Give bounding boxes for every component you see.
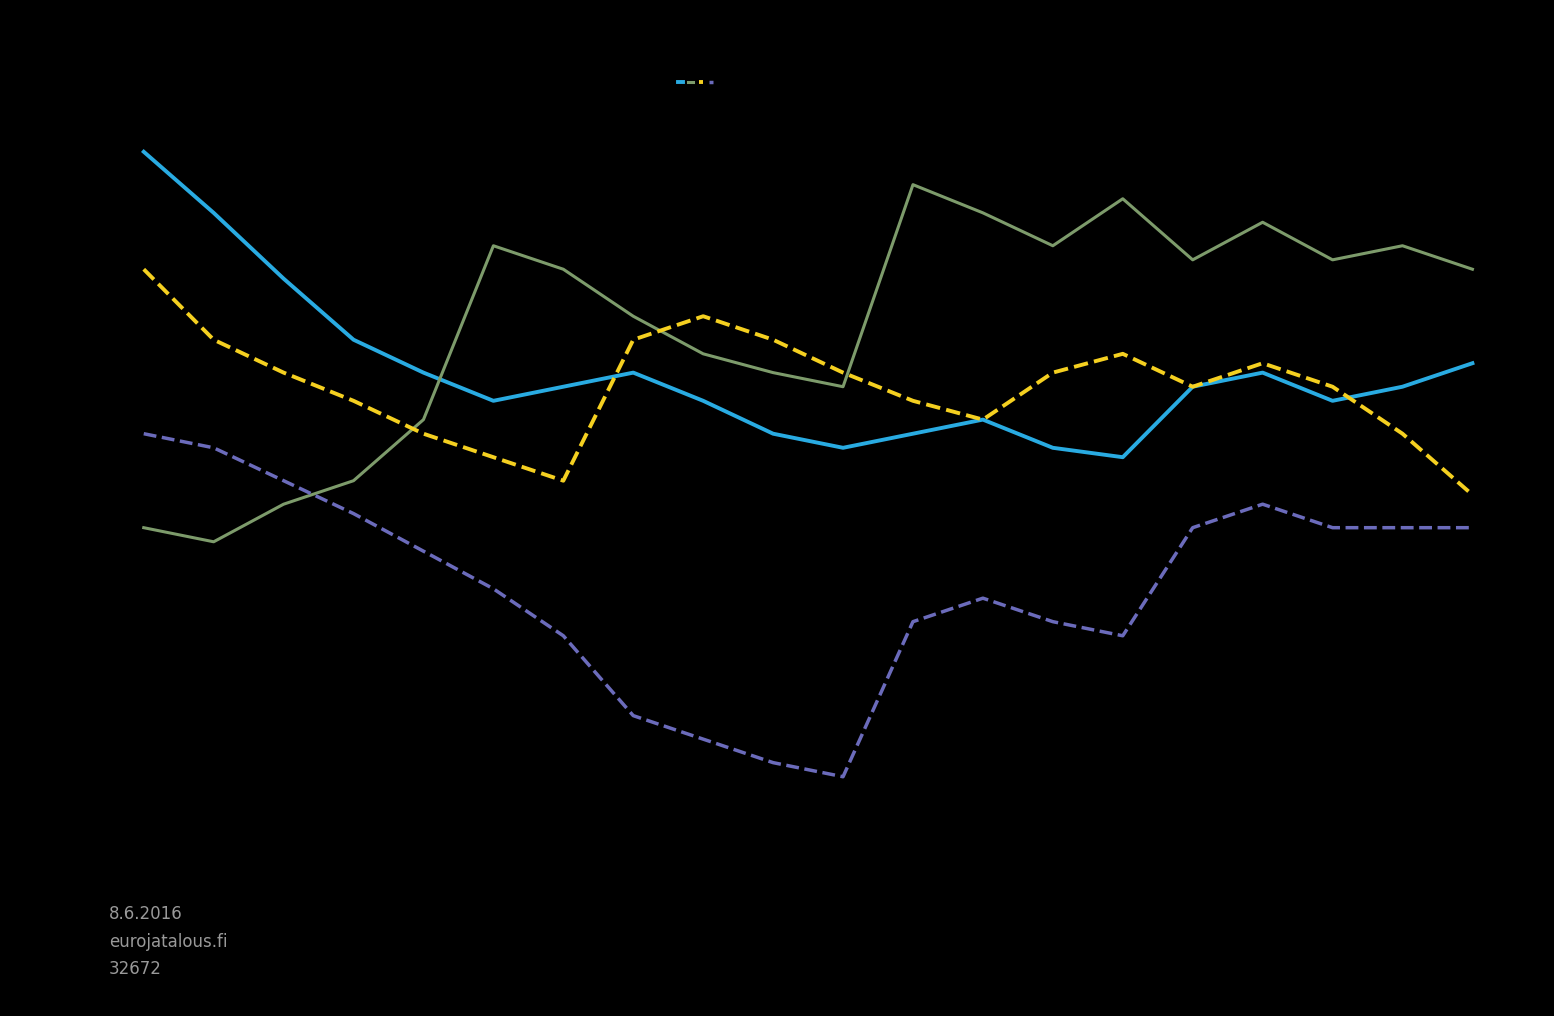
Text: 8.6.2016: 8.6.2016 <box>109 905 182 924</box>
Text: eurojatalous.fi: eurojatalous.fi <box>109 933 227 951</box>
Text: 32672: 32672 <box>109 960 162 978</box>
